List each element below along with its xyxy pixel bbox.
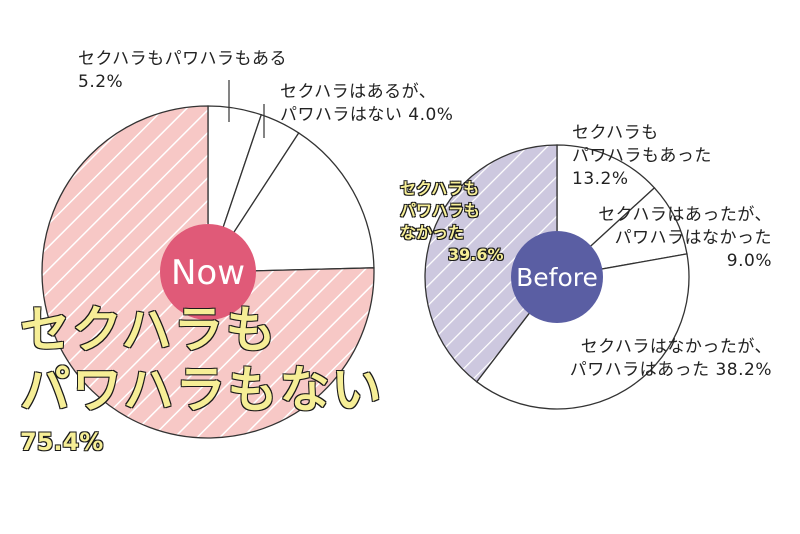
now-slice-label-both: セクハラもパワハラもある 5.2% — [78, 49, 287, 92]
now-slice-label-sekuhara-only: セクハラはあるが、 パワハラはない 4.0% — [280, 82, 454, 125]
before-slice-label-sekuhara-only: セクハラはあったが、 パワハラはなかった 9.0% — [598, 205, 772, 271]
before-slice-label-both: セクハラも パワハラもあった 13.2% — [572, 123, 712, 189]
now-pie-slice-2 — [206, 132, 375, 273]
before-pie-slice-2 — [475, 253, 690, 410]
before-center-badge — [511, 231, 603, 323]
center-badges: Now Before — [160, 224, 603, 323]
before-slice-label-pawahara-only: セクハラはなかったが、 パワハラはあった 38.2% — [569, 337, 772, 380]
now-slice-label-neither: セクハラも パワハラもない — [19, 300, 384, 419]
before-center-label: Before — [516, 263, 598, 292]
now-center-label: Now — [171, 253, 245, 293]
now-center-badge — [160, 224, 256, 320]
before-slice-label-neither: セクハラも パワハラも なかった 39.6% — [399, 178, 504, 264]
now-slice-pct-neither: 75.4% — [19, 427, 104, 456]
leader-lines — [228, 80, 265, 138]
now-pie-slice-3 — [41, 105, 375, 439]
before-pie-slice-3 — [424, 144, 558, 383]
